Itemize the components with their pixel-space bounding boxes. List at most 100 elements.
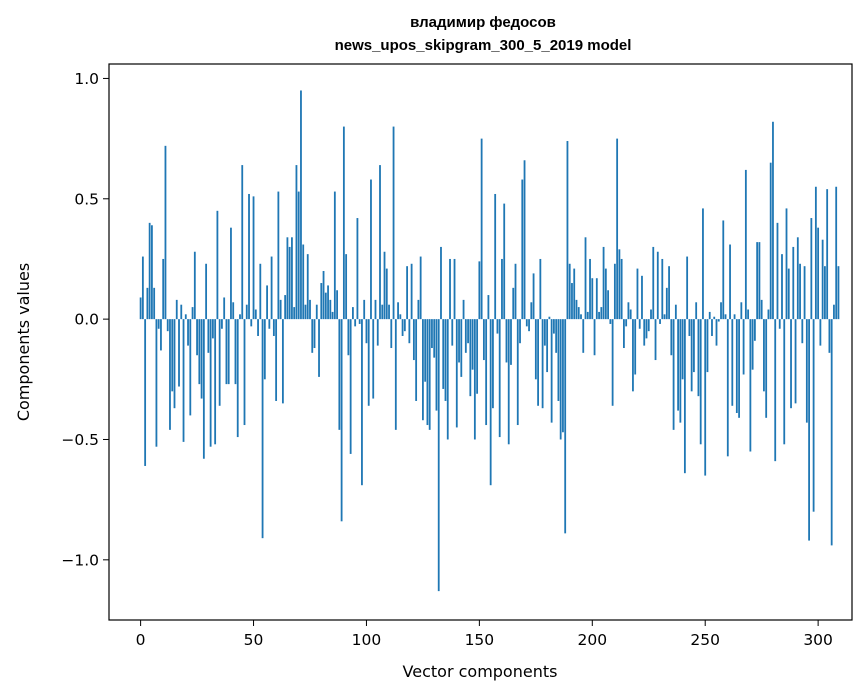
bar-295 bbox=[805, 319, 808, 423]
bar-133 bbox=[440, 246, 442, 320]
bar-182 bbox=[550, 319, 553, 423]
bar-235 bbox=[670, 319, 673, 356]
bar-5 bbox=[151, 225, 153, 320]
bar-165 bbox=[512, 287, 515, 320]
bar-22 bbox=[189, 319, 192, 416]
bar-74 bbox=[306, 254, 309, 320]
bar-41 bbox=[232, 302, 235, 320]
bar-200 bbox=[591, 278, 594, 320]
bar-13 bbox=[169, 319, 171, 430]
bar-88 bbox=[338, 319, 341, 430]
bar-97 bbox=[358, 319, 361, 324]
bar-50 bbox=[252, 196, 255, 320]
bar-288 bbox=[790, 319, 792, 409]
bar-205 bbox=[602, 246, 605, 320]
bar-152 bbox=[482, 319, 485, 361]
bar-268 bbox=[744, 169, 747, 320]
bar-181 bbox=[548, 316, 551, 320]
bar-142 bbox=[460, 319, 463, 377]
bar-282 bbox=[776, 222, 779, 320]
bar-189 bbox=[566, 141, 569, 320]
bar-161 bbox=[503, 203, 506, 320]
bar-76 bbox=[311, 319, 314, 353]
bar-256 bbox=[717, 319, 720, 322]
bar-153 bbox=[485, 319, 488, 426]
bar-218 bbox=[632, 319, 634, 392]
bar-37 bbox=[223, 297, 226, 320]
bar-40 bbox=[230, 227, 232, 320]
bar-184 bbox=[555, 319, 558, 353]
bar-130 bbox=[433, 319, 436, 358]
bar-25 bbox=[196, 319, 198, 356]
bar-249 bbox=[702, 208, 704, 320]
bar-140 bbox=[455, 319, 458, 428]
chart-title-line1: владимир федосов bbox=[410, 14, 556, 31]
bar-19 bbox=[182, 319, 185, 442]
bar-253 bbox=[711, 319, 713, 336]
bar-24 bbox=[193, 251, 196, 320]
bar-138 bbox=[451, 319, 454, 346]
y-tick-label: 1.0 bbox=[74, 70, 99, 88]
plot-frame bbox=[108, 63, 853, 621]
bar-71 bbox=[300, 90, 302, 320]
bar-175 bbox=[534, 319, 537, 380]
bar-93 bbox=[349, 319, 352, 454]
bar-160 bbox=[501, 258, 503, 320]
y-axis-label: Components values bbox=[14, 263, 33, 421]
bar-197 bbox=[584, 237, 587, 320]
bar-67 bbox=[291, 237, 293, 320]
bar-277 bbox=[765, 319, 768, 418]
bar-246 bbox=[695, 302, 698, 320]
bar-183 bbox=[552, 319, 555, 334]
bar-30 bbox=[207, 319, 210, 353]
bar-42 bbox=[234, 319, 237, 385]
bar-283 bbox=[778, 319, 781, 329]
y-tick-label: 0.0 bbox=[74, 311, 99, 329]
bar-207 bbox=[607, 290, 610, 320]
bar-109 bbox=[385, 268, 388, 320]
bar-118 bbox=[406, 266, 409, 320]
bar-262 bbox=[731, 319, 734, 406]
bar-158 bbox=[496, 319, 499, 334]
bar-105 bbox=[376, 319, 379, 346]
x-tick-label: 250 bbox=[690, 631, 720, 649]
x-axis-ticks: 0 50 100 150 200 250 300 bbox=[136, 620, 833, 649]
bar-35 bbox=[218, 319, 221, 406]
bar-177 bbox=[539, 258, 542, 320]
bar-89 bbox=[340, 319, 343, 522]
bar-233 bbox=[665, 287, 668, 320]
bar-155 bbox=[489, 319, 492, 486]
bar-303 bbox=[823, 266, 826, 320]
bar-250 bbox=[704, 319, 707, 476]
bar-224 bbox=[645, 319, 648, 339]
bar-83 bbox=[327, 285, 329, 320]
bar-21 bbox=[187, 319, 189, 346]
bar-123 bbox=[417, 299, 420, 320]
bar-80 bbox=[320, 283, 323, 320]
bar-225 bbox=[647, 319, 650, 332]
bar-230 bbox=[659, 319, 661, 324]
bar-206 bbox=[604, 268, 607, 320]
bar-11 bbox=[164, 145, 167, 320]
bar-299 bbox=[814, 186, 817, 320]
bar-244 bbox=[690, 319, 693, 392]
bar-57 bbox=[268, 319, 271, 329]
bar-136 bbox=[446, 319, 449, 440]
bar-297 bbox=[810, 218, 813, 320]
bar-110 bbox=[388, 304, 390, 320]
bar-269 bbox=[747, 309, 750, 320]
bar-192 bbox=[573, 268, 576, 320]
bar-290 bbox=[794, 319, 797, 404]
bar-202 bbox=[595, 278, 598, 320]
bar-214 bbox=[623, 319, 625, 349]
bar-168 bbox=[519, 319, 521, 344]
bar-220 bbox=[636, 268, 639, 320]
bar-27 bbox=[200, 319, 203, 399]
bar-156 bbox=[492, 319, 494, 409]
bar-231 bbox=[661, 258, 664, 320]
bar-239 bbox=[679, 319, 682, 423]
bar-87 bbox=[336, 290, 338, 320]
bar-135 bbox=[444, 319, 447, 401]
bar-272 bbox=[753, 319, 756, 341]
